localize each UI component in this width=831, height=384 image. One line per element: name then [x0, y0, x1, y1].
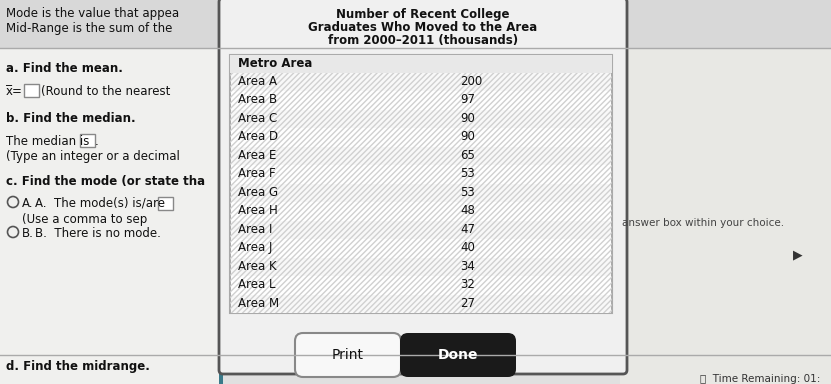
- Text: Graduates Who Moved to the Area: Graduates Who Moved to the Area: [308, 21, 538, 34]
- Text: ▶: ▶: [793, 248, 803, 261]
- Text: 53: 53: [460, 167, 475, 180]
- Bar: [231, 91, 611, 110]
- Text: (Round to the nearest: (Round to the nearest: [41, 85, 170, 98]
- Text: 34: 34: [460, 260, 475, 273]
- Text: Area F: Area F: [238, 167, 276, 180]
- Bar: [231, 202, 611, 221]
- Bar: [231, 73, 611, 91]
- Bar: [231, 110, 611, 128]
- Text: Area C: Area C: [238, 112, 278, 125]
- Text: (Use a comma to sep: (Use a comma to sep: [22, 213, 147, 226]
- Text: b. Find the median.: b. Find the median.: [6, 112, 135, 125]
- Text: Print: Print: [332, 348, 364, 362]
- Bar: [158, 197, 173, 210]
- Bar: [231, 128, 611, 147]
- Text: 97: 97: [460, 93, 475, 106]
- Bar: [231, 73, 611, 91]
- Text: .: .: [95, 135, 99, 148]
- Text: A.  The mode(s) is/are: A. The mode(s) is/are: [35, 197, 165, 210]
- Text: 90: 90: [460, 131, 475, 143]
- Text: Area G: Area G: [238, 186, 278, 199]
- Text: Area L: Area L: [238, 278, 276, 291]
- Bar: [231, 258, 611, 276]
- Bar: [231, 91, 611, 110]
- Bar: [231, 295, 611, 313]
- Text: 53: 53: [460, 186, 475, 199]
- Text: Mid-Range is the sum of the: Mid-Range is the sum of the: [6, 22, 172, 35]
- Text: Area M: Area M: [238, 296, 279, 310]
- Bar: [231, 239, 611, 258]
- Text: Area D: Area D: [238, 131, 278, 143]
- Bar: [230, 55, 612, 313]
- Text: a. Find the mean.: a. Find the mean.: [6, 62, 123, 75]
- Text: (Type an integer or a decimal: (Type an integer or a decimal: [6, 150, 179, 163]
- Bar: [231, 295, 611, 313]
- Text: 40: 40: [460, 241, 475, 254]
- Text: from 2000–2011 (thousands): from 2000–2011 (thousands): [328, 34, 518, 47]
- Text: B.  There is no mode.: B. There is no mode.: [35, 227, 161, 240]
- Bar: [24, 84, 39, 97]
- FancyBboxPatch shape: [400, 333, 516, 377]
- Bar: [231, 128, 611, 147]
- Bar: [0, 48, 222, 384]
- Bar: [80, 134, 95, 147]
- Text: 48: 48: [460, 204, 475, 217]
- Bar: [219, 0, 223, 384]
- Text: Area A: Area A: [238, 75, 277, 88]
- Text: Area B: Area B: [238, 93, 277, 106]
- Bar: [230, 55, 612, 73]
- Text: c. Find the mode (or state tha: c. Find the mode (or state tha: [6, 175, 205, 188]
- Bar: [231, 276, 611, 295]
- Text: A.: A.: [22, 197, 33, 210]
- Text: x̅=: x̅=: [6, 85, 23, 98]
- Bar: [231, 221, 611, 239]
- Bar: [231, 258, 611, 276]
- Text: Area J: Area J: [238, 241, 273, 254]
- Bar: [231, 147, 611, 165]
- Text: 200: 200: [460, 75, 482, 88]
- Text: Number of Recent College: Number of Recent College: [337, 8, 509, 21]
- Bar: [231, 165, 611, 184]
- Bar: [231, 165, 611, 184]
- Bar: [231, 110, 611, 128]
- Bar: [231, 239, 611, 258]
- Bar: [0, 0, 831, 48]
- Bar: [620, 48, 831, 384]
- Text: Mode is the value that appea: Mode is the value that appea: [6, 7, 179, 20]
- Bar: [231, 276, 611, 295]
- Text: 32: 32: [460, 278, 475, 291]
- Text: Done: Done: [438, 348, 479, 362]
- Bar: [231, 184, 611, 202]
- Bar: [231, 221, 611, 239]
- Text: answer box within your choice.: answer box within your choice.: [622, 218, 784, 228]
- Text: Area I: Area I: [238, 223, 273, 236]
- Text: The median is: The median is: [6, 135, 93, 148]
- Bar: [231, 184, 611, 202]
- Text: 90: 90: [460, 112, 475, 125]
- Text: Area H: Area H: [238, 204, 278, 217]
- Bar: [230, 55, 612, 313]
- Text: Area K: Area K: [238, 260, 277, 273]
- Text: 47: 47: [460, 223, 475, 236]
- FancyBboxPatch shape: [219, 0, 627, 374]
- FancyBboxPatch shape: [295, 333, 401, 377]
- Text: Area E: Area E: [238, 149, 277, 162]
- Text: ⓘ  Time Remaining: 01:: ⓘ Time Remaining: 01:: [700, 374, 820, 384]
- Bar: [231, 202, 611, 221]
- Bar: [231, 147, 611, 165]
- Text: 65: 65: [460, 149, 475, 162]
- Text: Metro Area: Metro Area: [238, 57, 312, 70]
- Text: 27: 27: [460, 296, 475, 310]
- Text: B.: B.: [22, 227, 34, 240]
- Text: d. Find the midrange.: d. Find the midrange.: [6, 360, 150, 373]
